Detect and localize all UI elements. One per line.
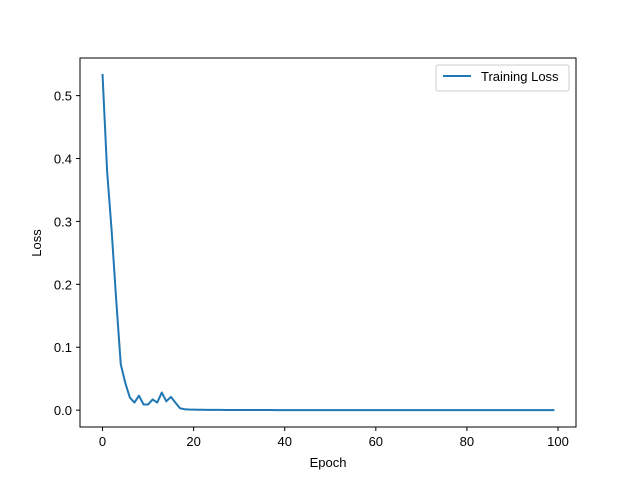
- x-axis-label: Epoch: [310, 455, 347, 470]
- x-tick-label: 40: [277, 434, 291, 449]
- x-tick-label: 20: [186, 434, 200, 449]
- x-tick-label: 80: [460, 434, 474, 449]
- legend: Training Loss: [435, 64, 570, 92]
- y-tick-label: 0.5: [54, 89, 72, 104]
- legend-frame: [435, 64, 570, 92]
- x-tick-label: 60: [369, 434, 383, 449]
- y-tick-label: 0.0: [54, 403, 72, 418]
- y-tick-label: 0.3: [54, 214, 72, 229]
- legend-label-training-loss: Training Loss: [481, 69, 559, 84]
- y-tick-label: 0.4: [54, 152, 72, 167]
- y-tick-label: 0.2: [54, 277, 72, 292]
- y-axis-label: Loss: [29, 229, 44, 257]
- x-axis-ticks: 0 20 40 60 80 100: [99, 427, 569, 449]
- x-tick-label: 0: [99, 434, 106, 449]
- x-tick-label: 100: [547, 434, 569, 449]
- series-line-training-loss: [101, 73, 555, 412]
- series-lines: [101, 73, 555, 412]
- axes-frame: [79, 57, 577, 428]
- y-axis-ticks: 0.0 0.1 0.2 0.3 0.4 0.5: [54, 89, 80, 418]
- y-tick-label: 0.1: [54, 340, 72, 355]
